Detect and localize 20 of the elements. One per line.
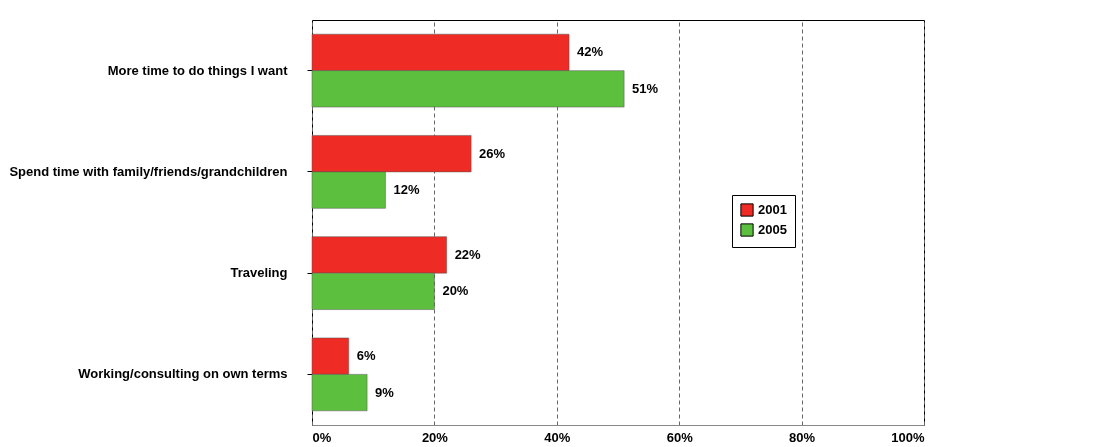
data-label: 20% [442,283,469,299]
data-label: 26% [479,145,506,161]
y-tick-label: Working/consulting on own terms [78,366,288,382]
x-tick-label: 60% [666,429,694,445]
legend-label: 2005 [758,222,787,237]
data-label: 9% [375,384,395,400]
x-tick-label: 100% [891,429,925,445]
y-tick-label: Spend time with family/friends/grandchildren [9,163,288,179]
data-label: 6% [356,348,376,364]
data-label: 22% [454,246,482,262]
data-label: 51% [632,80,659,96]
data-label: 12% [393,182,420,198]
y-tick-label: More time to do things I want [107,62,289,78]
data-label: 42% [577,44,604,60]
x-tick-label: 80% [789,429,816,445]
legend-label: 2001 [758,202,787,217]
x-tick-label: 40% [544,429,571,445]
x-tick-label: 0% [312,429,332,445]
x-tick-label: 20% [421,429,449,445]
y-tick-label: Traveling [230,265,288,281]
